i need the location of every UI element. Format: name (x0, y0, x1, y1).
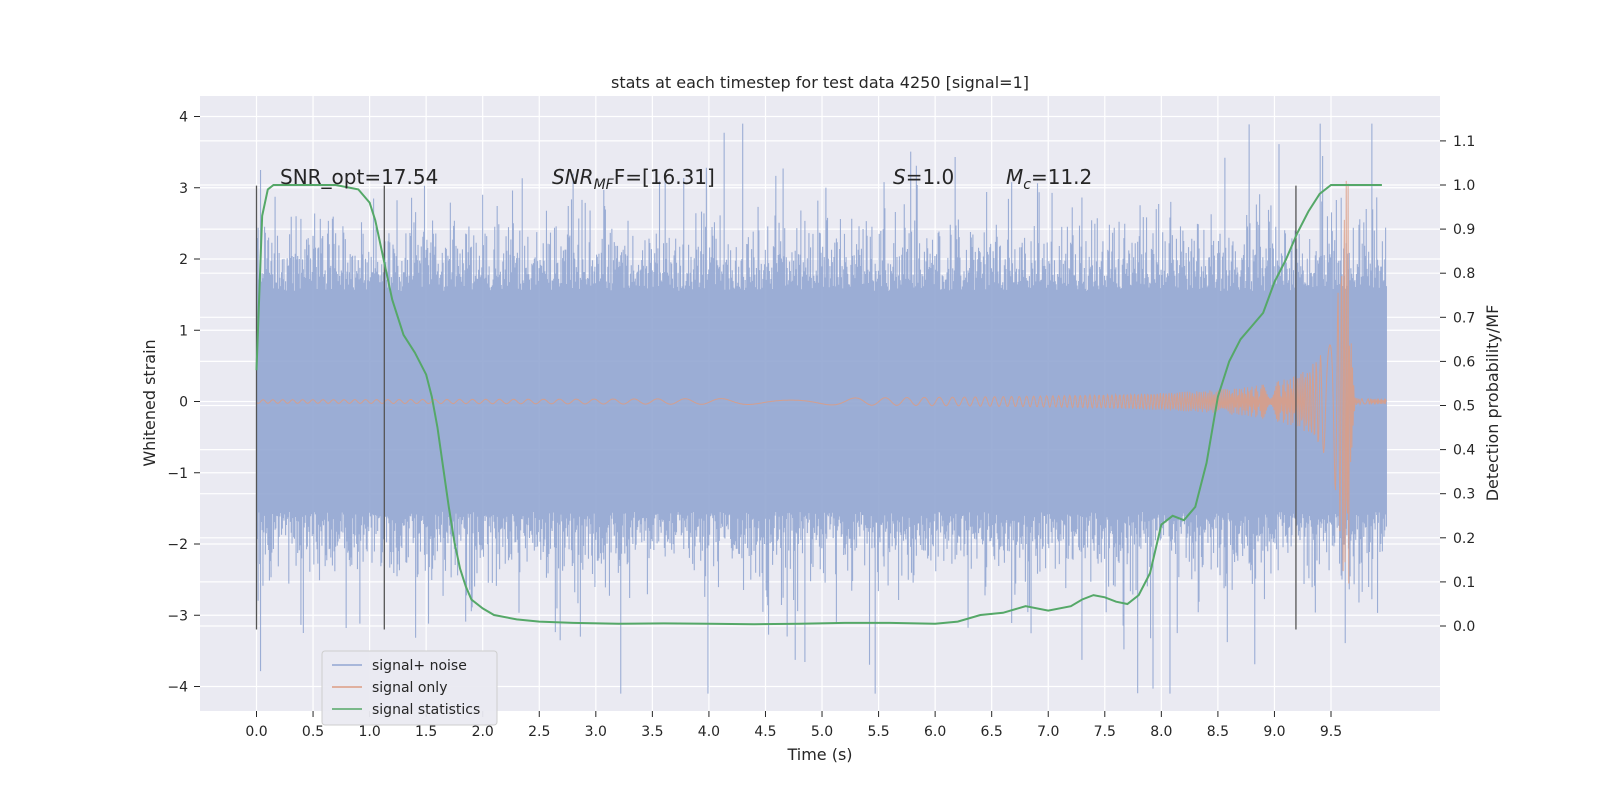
y-left-tick-label: −3 (167, 608, 188, 624)
s-annotation: S=1.0 (893, 165, 954, 189)
legend-label-signal-statistics: signal statistics (372, 702, 480, 718)
mc-subscript: c (1023, 177, 1031, 193)
x-tick-label: 8.5 (1207, 724, 1229, 740)
mc-annotation: Mc=11.2 (1006, 165, 1092, 193)
mc-base: M (1006, 165, 1023, 189)
y-left-tick-label: 2 (179, 252, 188, 268)
x-tick-label: 5.5 (867, 724, 889, 740)
y-right-tick-label: 0.9 (1453, 222, 1475, 238)
x-tick-label: 8.0 (1150, 724, 1172, 740)
x-axis-label: Time (s) (786, 745, 852, 764)
y-left-tick-label: 0 (179, 395, 188, 411)
x-tick-label: 0.5 (302, 724, 324, 740)
x-tick-label: 3.5 (641, 724, 663, 740)
x-tick-label: 0.0 (245, 724, 267, 740)
signal-only-trace (256, 180, 1387, 584)
chart-title: stats at each timestep for test data 425… (611, 73, 1029, 92)
legend-box (321, 650, 498, 726)
y-left-tick-label: −1 (167, 466, 188, 482)
legend-label-signal-only: signal only (372, 680, 447, 696)
x-tick-label: 7.0 (1037, 724, 1059, 740)
y-left-tick-label: 4 (179, 110, 188, 126)
x-tick-label: 4.5 (754, 724, 776, 740)
y-right-tick-label: 0.6 (1453, 354, 1475, 370)
snr-mf-value: F=[16.31] (614, 165, 715, 189)
y-axis-right-label: Detection probability/MF (1483, 305, 1502, 502)
x-tick-label: 6.0 (924, 724, 946, 740)
x-tick-label: 4.0 (698, 724, 720, 740)
x-tick-label: 2.5 (528, 724, 550, 740)
mc-value: =11.2 (1031, 165, 1092, 189)
s-value: =1.0 (906, 165, 955, 189)
y-right-tick-label: 1.0 (1453, 178, 1475, 194)
x-tick-label: 6.5 (981, 724, 1003, 740)
signal-statistics-line (255, 184, 1382, 626)
snr-opt-annotation: SNR_opt=17.54 (280, 165, 438, 189)
legend-label-signal-noise: signal+ noise (372, 658, 467, 674)
y-left-tick-label: 1 (179, 323, 188, 339)
y-axis-left-label: Whitened strain (140, 339, 159, 466)
y-right-tick-label: 0.5 (1453, 399, 1475, 415)
y-right-tick-label: 0.3 (1453, 487, 1475, 503)
y-right-tick-label: 0.0 (1453, 619, 1475, 635)
y-left-tick-label: −2 (167, 537, 188, 553)
y-axis-right-ticks: 0.0 0.1 0.2 0.3 0.4 0.5 0.6 0.7 0.8 0.9 1.0 1.1 (1440, 134, 1475, 635)
s-base: S (893, 165, 906, 189)
x-tick-label: 9.0 (1263, 724, 1285, 740)
x-tick-label: 3.0 (585, 724, 607, 740)
y-left-tick-label: −4 (167, 680, 188, 696)
snr-mf-subscript: MF (594, 177, 615, 193)
y-right-tick-label: 0.4 (1453, 443, 1475, 459)
y-right-tick-label: 0.7 (1453, 310, 1475, 326)
signal-statistics-series (255, 184, 1382, 626)
y-right-tick-label: 0.1 (1453, 575, 1475, 591)
x-tick-label: 1.5 (415, 724, 437, 740)
y-axis-left-ticks: −4 −3 −2 −1 0 1 2 3 4 (167, 110, 200, 696)
y-right-tick-label: 0.2 (1453, 531, 1475, 547)
x-tick-label: 2.0 (472, 724, 494, 740)
signal-only-series (256, 180, 1387, 584)
x-tick-label: 7.5 (1094, 724, 1116, 740)
x-tick-label: 1.0 (358, 724, 380, 740)
y-right-tick-label: 0.8 (1453, 266, 1475, 282)
x-tick-label: 9.5 (1320, 724, 1342, 740)
x-tick-label: 5.0 (811, 724, 833, 740)
y-right-tick-label: 1.1 (1453, 134, 1475, 150)
y-left-tick-label: 3 (179, 181, 188, 197)
snr-mf-base: SNR (552, 165, 594, 189)
x-axis-ticks: 0.0 0.5 1.0 1.5 2.0 2.5 3.0 3.5 4.0 4.5 5.0 5.5 6.0 6… (245, 711, 1342, 740)
snr-mf-annotation: SNRMFF=[16.31] (552, 165, 715, 193)
legend: signal+ noise signal only signal statist… (321, 650, 498, 726)
